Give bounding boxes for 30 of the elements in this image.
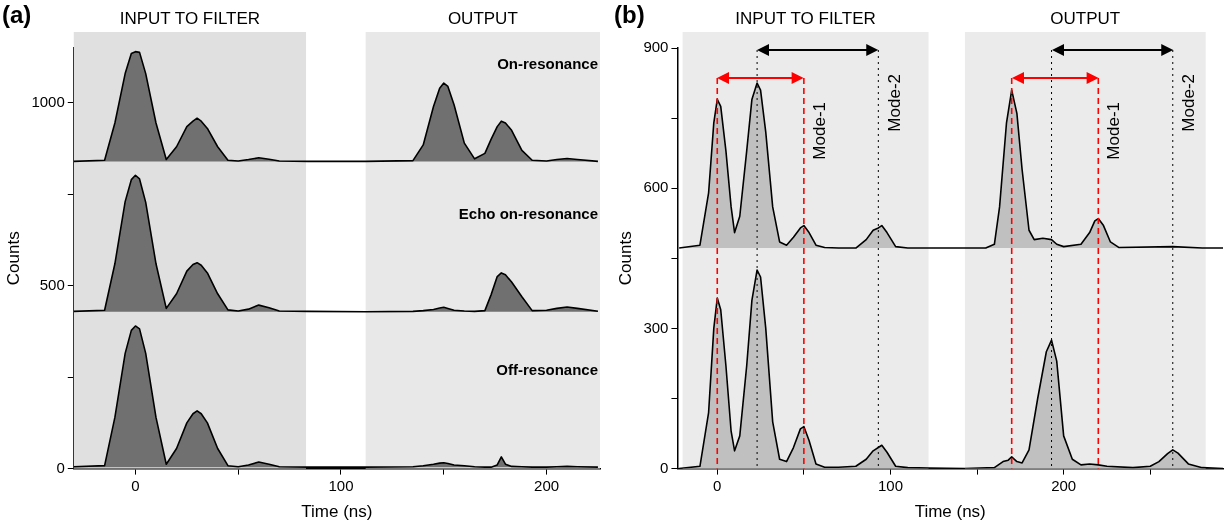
y-tick-label: 0	[660, 458, 669, 476]
annotation: Echo on-resonance	[458, 205, 598, 223]
y-tick-label: 600	[643, 178, 669, 196]
x-tick-label: 0	[131, 476, 140, 494]
band-label: OUTPUT	[447, 9, 518, 29]
band-label: OUTPUT	[1050, 9, 1121, 29]
band-label: INPUT TO FILTER	[119, 9, 261, 29]
y-tick-label: 500	[39, 275, 65, 293]
chart-title: (b)	[614, 0, 645, 28]
ref-line-label: Mode-2	[884, 74, 904, 132]
y-tick-label: 900	[643, 38, 669, 56]
band-label: INPUT TO FILTER	[735, 9, 876, 29]
x-tick-label: 100	[328, 476, 354, 494]
ref-line-label: Mode-1	[810, 102, 830, 160]
annotation: On-resonance	[497, 54, 598, 72]
x-axis-title: Time (ns)	[301, 502, 373, 522]
x-tick-label: 200	[1051, 476, 1077, 494]
annotation: Off-resonance	[496, 360, 598, 378]
ref-line-label: Mode-2	[1178, 74, 1198, 132]
x-tick-label: 0	[713, 476, 722, 494]
y-tick-label: 300	[643, 318, 669, 336]
x-axis-title: Time (ns)	[914, 502, 986, 522]
y-axis-title: Counts	[3, 231, 23, 286]
chart-title: (a)	[2, 0, 32, 28]
y-tick-label: 1000	[31, 93, 65, 110]
y-axis-title: Counts	[615, 231, 635, 286]
y-tick-label: 0	[56, 458, 65, 476]
x-tick-label: 200	[534, 476, 560, 494]
ref-line-label: Mode-1	[1104, 102, 1124, 160]
x-tick-label: 100	[877, 476, 903, 494]
